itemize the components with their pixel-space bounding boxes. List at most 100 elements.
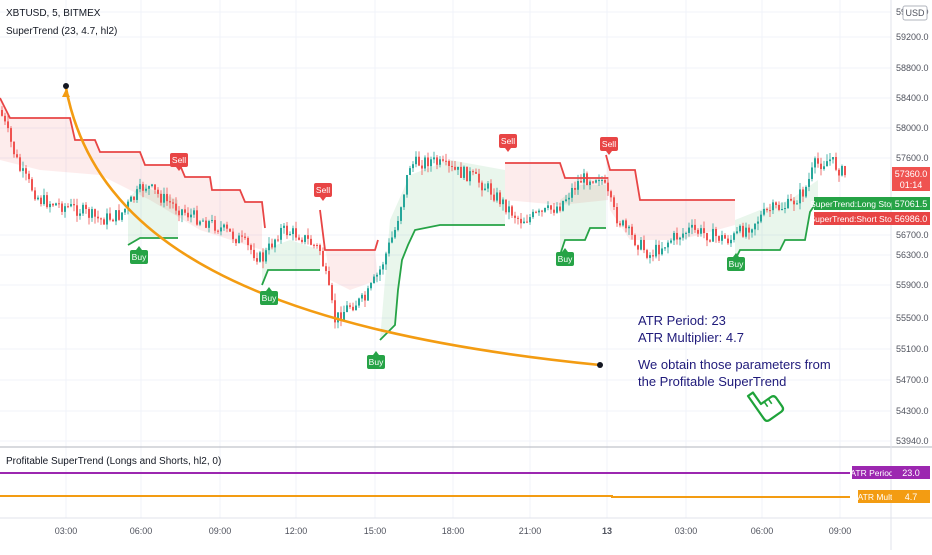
candle-body: [292, 228, 294, 235]
sell-signal-label[interactable]: Sell: [314, 183, 332, 201]
candle-body: [622, 220, 624, 226]
candle-body: [679, 237, 681, 240]
buy-signal-label[interactable]: Buy: [556, 248, 574, 266]
candle-body: [634, 234, 636, 246]
candle-body: [655, 244, 657, 257]
candle-body: [256, 258, 258, 262]
candle-body: [715, 228, 717, 237]
candle-body: [106, 213, 108, 225]
candle-body: [829, 159, 831, 162]
signal-labels: Sell Sell Sell Sell Buy Buy Buy Buy Buy: [130, 134, 745, 369]
candle-body: [313, 244, 315, 246]
candle-body: [91, 209, 93, 218]
candle-body: [478, 173, 480, 183]
supertrend-segment: [127, 237, 178, 246]
sell-signal-label[interactable]: Sell: [499, 134, 517, 152]
candle-body: [187, 212, 189, 218]
annotation-line-2: ATR Multiplier: 4.7: [638, 330, 744, 345]
candle-body: [247, 237, 249, 246]
candle-body: [43, 195, 45, 205]
indicator-title[interactable]: SuperTrend (23, 4.7, hl2): [6, 26, 118, 37]
candle-body: [697, 229, 699, 234]
candle-body: [379, 269, 381, 275]
long-stop-label: SuperTrend:Long Stop: [810, 199, 896, 209]
candle-body: [238, 235, 240, 244]
annotation-text[interactable]: ATR Period: 23 ATR Multiplier: 4.7 We ob…: [638, 312, 831, 390]
atr-period-value-bg: [892, 466, 930, 479]
time-axis[interactable]: 03:00 06:00 09:00 12:00 15:00 18:00 21:00 13 03:…: [55, 526, 852, 536]
buy-signal-label[interactable]: Buy: [130, 246, 148, 264]
candle-body: [694, 224, 696, 230]
candle-body: [280, 227, 282, 240]
candle-body: [724, 235, 726, 239]
supertrend-segment: [261, 269, 320, 286]
sell-signal-label[interactable]: Sell: [600, 137, 618, 155]
candle-body: [223, 224, 225, 228]
curve-end-point[interactable]: [597, 362, 603, 368]
time-tick: 09:00: [209, 526, 232, 536]
candle-body: [736, 231, 738, 234]
candle-body: [175, 203, 177, 211]
short-stop-value: 56986.0: [895, 214, 928, 224]
signal-text: Sell: [501, 136, 515, 146]
candle-body: [283, 225, 285, 228]
candle-body: [79, 213, 81, 216]
candle-body: [691, 224, 693, 228]
atr-mult-line: [0, 495, 850, 498]
candle-body: [97, 216, 99, 219]
buy-signal-label[interactable]: Buy: [727, 253, 745, 271]
supertrend-segment: [319, 209, 379, 251]
time-tick: 06:00: [130, 526, 153, 536]
candle-body: [604, 179, 606, 183]
candle-body: [268, 243, 270, 251]
candle-body: [688, 227, 690, 233]
candle-body: [505, 199, 507, 213]
sub-panel-title[interactable]: Profitable SuperTrend (Longs and Shorts,…: [6, 456, 222, 467]
candle-body: [151, 184, 153, 187]
candle-body: [580, 181, 582, 183]
symbol-title[interactable]: XBTUSD, 5, BITMEX: [6, 8, 101, 19]
buy-signal-label[interactable]: Buy: [260, 287, 278, 305]
candle-body: [508, 206, 510, 213]
candle-body: [826, 161, 828, 167]
candle-body: [757, 221, 759, 224]
candle-body: [16, 154, 18, 158]
candle-body: [442, 159, 444, 161]
candle-body: [439, 159, 441, 165]
price-tick: 56300.0: [896, 250, 929, 260]
candle-body: [286, 225, 288, 236]
candle-body: [28, 173, 30, 180]
candle-body: [157, 189, 159, 194]
candle-body: [364, 294, 366, 301]
candle-body: [664, 247, 666, 249]
candle-body: [538, 210, 540, 213]
candle-body: [517, 217, 519, 219]
candle-body: [421, 165, 423, 169]
currency-badge[interactable]: [902, 5, 928, 21]
candle-body: [535, 211, 537, 213]
annotation-line-4: the Profitable SuperTrend: [638, 374, 787, 389]
candle-body: [403, 194, 405, 208]
annotation-curve: [62, 83, 603, 368]
candle-body: [574, 187, 576, 190]
supertrend-shade: [128, 185, 178, 245]
buy-signal-label[interactable]: Buy: [367, 351, 385, 369]
candle-body: [739, 225, 741, 232]
price-tick: 59200.0: [896, 32, 929, 42]
candle-body: [745, 227, 747, 237]
candle-body: [46, 195, 48, 208]
candle-body: [625, 220, 627, 229]
candle-body: [841, 165, 843, 176]
candle-body: [31, 179, 33, 191]
candle-body: [241, 235, 243, 237]
price-axis[interactable]: 59600.059200.058800.058400.058000.057600…: [896, 7, 929, 446]
candle-body: [148, 186, 150, 189]
candle-body: [493, 194, 495, 201]
candle-body: [127, 201, 129, 209]
price-tick: 56700.0: [896, 230, 929, 240]
time-tick: 15:00: [364, 526, 387, 536]
sell-signal-label[interactable]: Sell: [170, 153, 188, 171]
curve-start-point[interactable]: [63, 83, 69, 89]
candle-body: [115, 210, 117, 222]
